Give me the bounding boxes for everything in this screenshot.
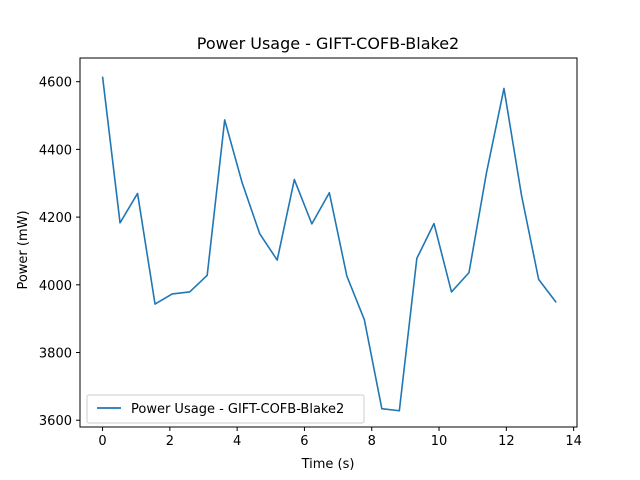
chart-title: Power Usage - GIFT-COFB-Blake2 — [197, 34, 459, 53]
x-tick-label: 14 — [565, 434, 582, 449]
x-tick-label: 12 — [498, 434, 515, 449]
x-tick-label: 8 — [368, 434, 376, 449]
plot-area — [79, 57, 578, 428]
y-axis-ticks: 3600 3800 4000 4200 4400 4600 — [39, 76, 80, 429]
x-tick-label: 0 — [98, 434, 106, 449]
legend: Power Usage - GIFT-COFB-Blake2 — [86, 394, 365, 424]
y-tick-label: 4000 — [39, 279, 72, 294]
y-axis-label: Power (mW) — [16, 210, 31, 289]
series-line-0 — [101, 76, 557, 412]
x-axis-label: Time (s) — [301, 457, 355, 472]
legend-box — [86, 394, 365, 424]
x-tick-label: 10 — [431, 434, 448, 449]
y-tick-label: 4400 — [39, 143, 72, 158]
legend-label: Power Usage - GIFT-COFB-Blake2 — [131, 402, 344, 417]
x-tick-label: 6 — [300, 434, 308, 449]
y-tick-label: 4600 — [39, 76, 72, 91]
y-tick-label: 3800 — [39, 347, 72, 362]
x-axis-ticks: 0 2 4 6 8 10 12 14 — [98, 427, 582, 449]
axes-frame — [79, 57, 578, 428]
y-tick-label: 4200 — [39, 211, 72, 226]
x-tick-label: 4 — [233, 434, 241, 449]
y-tick-label: 3600 — [39, 414, 72, 429]
x-tick-label: 2 — [166, 434, 174, 449]
